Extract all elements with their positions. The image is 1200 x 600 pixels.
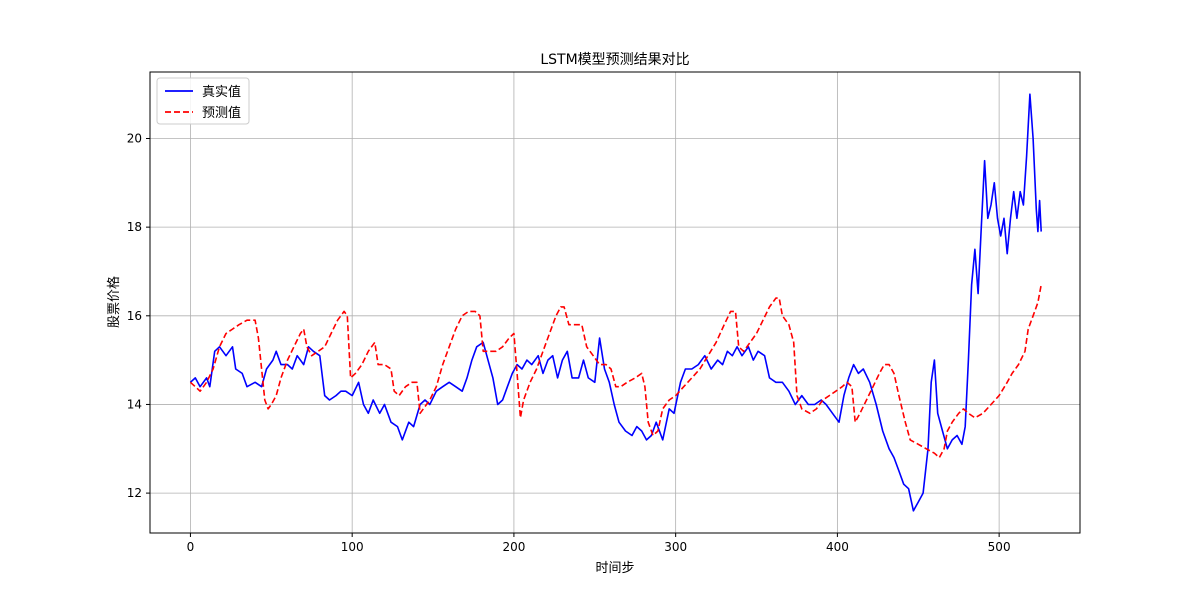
series-line-true xyxy=(189,93,1042,512)
y-tick-label: 20 xyxy=(127,131,142,145)
grid xyxy=(150,72,1080,533)
chart-title: LSTM模型预测结果对比 xyxy=(540,52,689,68)
series-line-pred xyxy=(189,284,1042,459)
x-tick-label: 200 xyxy=(502,540,525,554)
plot-frame xyxy=(149,71,1081,534)
x-axis-label: 时间步 xyxy=(595,561,634,576)
y-tick-label: 14 xyxy=(127,397,142,411)
x-tick-label: 400 xyxy=(826,540,849,554)
y-axis-label: 股票价格 xyxy=(106,276,122,328)
x-tick-label: 0 xyxy=(187,540,195,554)
y-tick-label: 12 xyxy=(127,486,142,500)
legend-label-pred: 预测值 xyxy=(202,105,241,121)
tick-layer: 0 100 200 300 400 500 12 14 16 18 20 xyxy=(127,131,1011,554)
y-tick-label: 18 xyxy=(127,220,142,234)
x-tick-label: 500 xyxy=(988,540,1011,554)
y-tick-label: 16 xyxy=(127,309,142,323)
series-layer xyxy=(189,93,1042,512)
x-tick-label: 300 xyxy=(664,540,687,554)
legend-label-true: 真实值 xyxy=(202,84,241,100)
legend: 真实值 预测值 xyxy=(156,77,250,125)
x-tick-label: 100 xyxy=(341,540,364,554)
